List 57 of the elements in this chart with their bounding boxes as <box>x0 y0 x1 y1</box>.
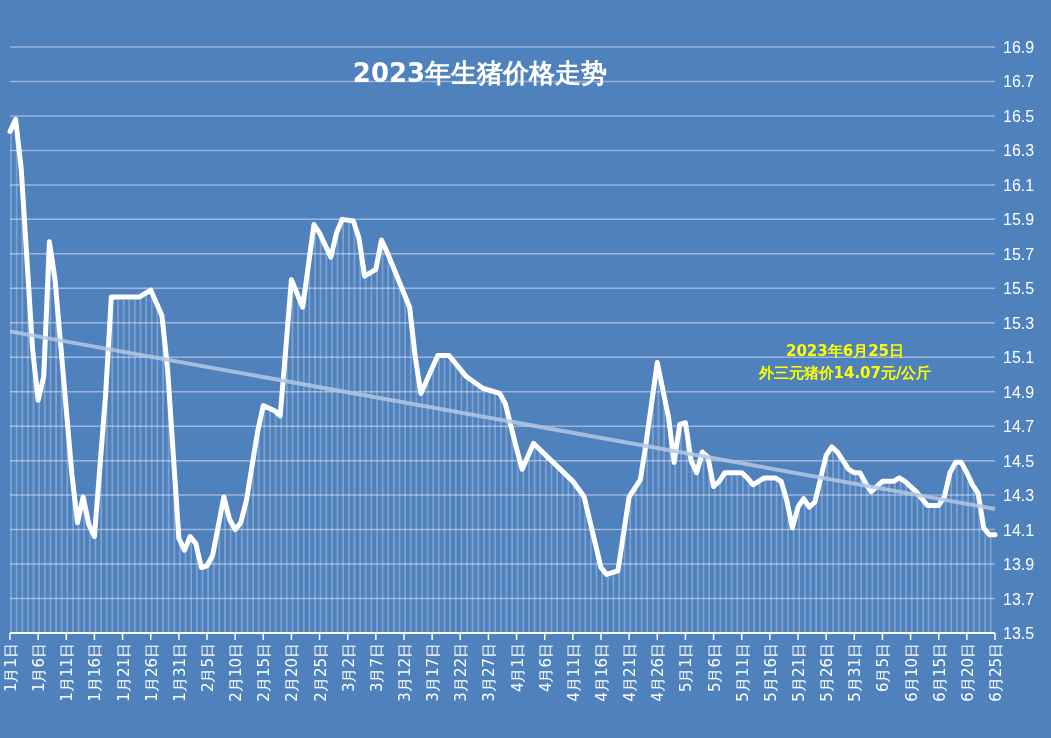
y-tick-label: 14.3 <box>1003 487 1035 505</box>
x-tick-label: 6月10日 <box>902 643 921 702</box>
y-tick-label: 15.3 <box>1003 314 1035 332</box>
x-tick-label: 5月21日 <box>790 643 808 702</box>
x-tick-label: 6月25日 <box>987 643 1005 702</box>
x-tick-label: 4月16日 <box>593 643 611 702</box>
x-tick-label: 4月26日 <box>649 643 668 702</box>
x-tick-label: 5月6日 <box>705 643 724 693</box>
y-tick-label: 16.9 <box>1003 39 1035 56</box>
y-tick-label: 16.3 <box>1003 142 1035 160</box>
y-tick-label: 13.7 <box>1003 590 1035 608</box>
x-tick-label: 5月26日 <box>818 643 837 702</box>
x-tick-label: 2月5日 <box>199 643 217 693</box>
x-tick-label: 1月16日 <box>86 643 105 702</box>
x-tick-label: 2月25日 <box>311 643 330 702</box>
x-tick-label: 3月17日 <box>424 643 443 702</box>
y-tick-label: 14.9 <box>1003 383 1035 401</box>
y-tick-label: 16.7 <box>1003 73 1035 91</box>
x-tick-label: 6月5日 <box>874 643 893 693</box>
x-tick-label: 3月2日 <box>339 643 358 693</box>
y-tick-label: 16.5 <box>1003 107 1035 125</box>
y-tick-label: 14.5 <box>1003 452 1035 470</box>
x-tick-label: 1月1日 <box>2 643 20 693</box>
x-tick-label: 5月1日 <box>677 643 696 693</box>
x-tick-label: 3月7日 <box>367 643 386 693</box>
x-tick-label: 5月16日 <box>761 643 780 702</box>
y-tick-label: 15.5 <box>1003 280 1035 298</box>
y-tick-label: 14.7 <box>1003 418 1035 436</box>
x-tick-label: 5月11日 <box>733 643 752 702</box>
x-tick-label: 4月11日 <box>564 643 583 702</box>
x-tick-label: 4月6日 <box>536 643 555 693</box>
y-tick-label: 15.1 <box>1003 349 1035 367</box>
x-tick-label: 1月31日 <box>170 643 189 702</box>
x-tick-label: 6月15日 <box>930 643 949 702</box>
x-tick-label: 4月21日 <box>621 643 640 702</box>
annotation: 外三元猪价14.07元/公斤 <box>757 364 932 382</box>
x-tick-label: 1月6日 <box>30 643 49 693</box>
y-tick-label: 16.1 <box>1003 176 1035 194</box>
x-tick-label: 3月27日 <box>480 643 499 702</box>
x-tick-label: 2月10日 <box>227 643 246 702</box>
y-tick-label: 13.9 <box>1003 556 1035 574</box>
x-tick-label: 2月15日 <box>255 643 274 702</box>
annotation: 2023年6月25日 <box>785 342 905 360</box>
x-tick-label: 5月31日 <box>846 643 865 702</box>
x-tick-label: 1月11日 <box>58 643 77 702</box>
x-tick-label: 6月20日 <box>958 643 977 702</box>
x-tick-label: 1月26日 <box>142 643 161 702</box>
x-tick-label: 2月20日 <box>283 643 302 702</box>
y-tick-label: 14.1 <box>1003 521 1035 539</box>
y-tick-label: 15.7 <box>1003 245 1035 263</box>
y-tick-label: 15.9 <box>1003 211 1035 229</box>
y-tick-label: 13.5 <box>1003 625 1035 642</box>
x-tick-label: 1月21日 <box>114 643 133 702</box>
x-tick-label: 4月1日 <box>508 643 527 693</box>
x-tick-label: 3月22日 <box>452 643 471 702</box>
x-tick-label: 3月12日 <box>396 643 414 702</box>
text: 2023年生猪价格走势 <box>352 58 608 88</box>
